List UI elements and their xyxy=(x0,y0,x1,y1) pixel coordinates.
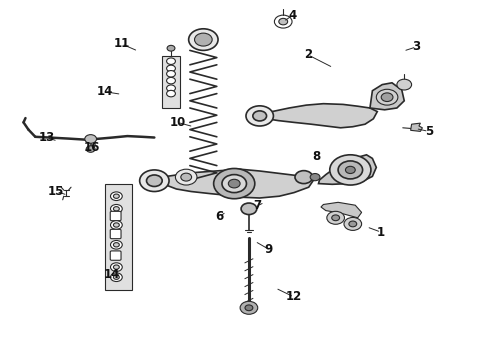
Text: 5: 5 xyxy=(425,125,433,138)
Text: 1: 1 xyxy=(377,226,385,239)
Circle shape xyxy=(114,194,120,198)
Circle shape xyxy=(85,135,97,143)
Circle shape xyxy=(345,166,355,174)
Circle shape xyxy=(214,168,255,199)
Text: 14: 14 xyxy=(97,85,114,98)
Circle shape xyxy=(114,207,120,211)
Circle shape xyxy=(86,146,95,152)
Polygon shape xyxy=(411,123,422,131)
Circle shape xyxy=(111,192,122,201)
Circle shape xyxy=(167,85,175,91)
Circle shape xyxy=(279,18,288,25)
Circle shape xyxy=(344,217,362,230)
Text: 9: 9 xyxy=(265,243,272,256)
Circle shape xyxy=(246,106,273,126)
Text: 4: 4 xyxy=(289,9,297,22)
Circle shape xyxy=(181,173,192,181)
Circle shape xyxy=(111,221,122,229)
Circle shape xyxy=(114,275,120,279)
Circle shape xyxy=(114,243,120,247)
Circle shape xyxy=(114,265,120,269)
Circle shape xyxy=(195,33,212,46)
Circle shape xyxy=(167,90,175,97)
Circle shape xyxy=(167,65,175,72)
Text: 10: 10 xyxy=(169,116,186,129)
Text: 3: 3 xyxy=(413,40,420,53)
Text: 16: 16 xyxy=(84,141,100,154)
Text: 7: 7 xyxy=(253,199,261,212)
Circle shape xyxy=(253,111,267,121)
Text: 14: 14 xyxy=(103,268,120,281)
Text: 2: 2 xyxy=(304,48,312,61)
Circle shape xyxy=(111,263,122,271)
Circle shape xyxy=(111,273,122,282)
Polygon shape xyxy=(260,104,377,128)
Circle shape xyxy=(240,301,258,314)
Circle shape xyxy=(330,155,371,185)
Circle shape xyxy=(310,174,320,181)
Circle shape xyxy=(167,58,175,64)
Text: 6: 6 xyxy=(216,210,223,223)
Circle shape xyxy=(167,45,175,51)
Circle shape xyxy=(381,93,393,102)
Text: 13: 13 xyxy=(38,131,55,144)
Circle shape xyxy=(332,215,340,221)
Polygon shape xyxy=(318,155,376,184)
Polygon shape xyxy=(370,83,404,110)
Circle shape xyxy=(114,223,120,227)
Text: 12: 12 xyxy=(286,291,302,303)
Circle shape xyxy=(349,221,357,227)
Text: 8: 8 xyxy=(312,150,320,163)
FancyBboxPatch shape xyxy=(110,251,121,260)
Bar xyxy=(162,56,180,108)
Bar xyxy=(105,184,132,290)
FancyBboxPatch shape xyxy=(110,229,121,239)
Circle shape xyxy=(327,211,344,224)
Circle shape xyxy=(295,171,313,184)
Circle shape xyxy=(111,204,122,213)
Circle shape xyxy=(338,161,363,179)
Circle shape xyxy=(111,240,122,249)
FancyBboxPatch shape xyxy=(110,211,121,221)
Circle shape xyxy=(167,71,175,77)
Polygon shape xyxy=(321,202,362,218)
Circle shape xyxy=(241,203,257,215)
Polygon shape xyxy=(154,169,314,198)
Circle shape xyxy=(175,169,197,185)
Circle shape xyxy=(245,305,253,311)
Text: 11: 11 xyxy=(113,37,130,50)
Circle shape xyxy=(140,170,169,192)
Circle shape xyxy=(189,29,218,50)
Circle shape xyxy=(397,79,412,90)
Circle shape xyxy=(167,77,175,84)
Text: 15: 15 xyxy=(48,185,65,198)
Circle shape xyxy=(376,89,398,105)
Circle shape xyxy=(147,175,162,186)
Circle shape xyxy=(228,179,240,188)
Circle shape xyxy=(222,175,246,193)
